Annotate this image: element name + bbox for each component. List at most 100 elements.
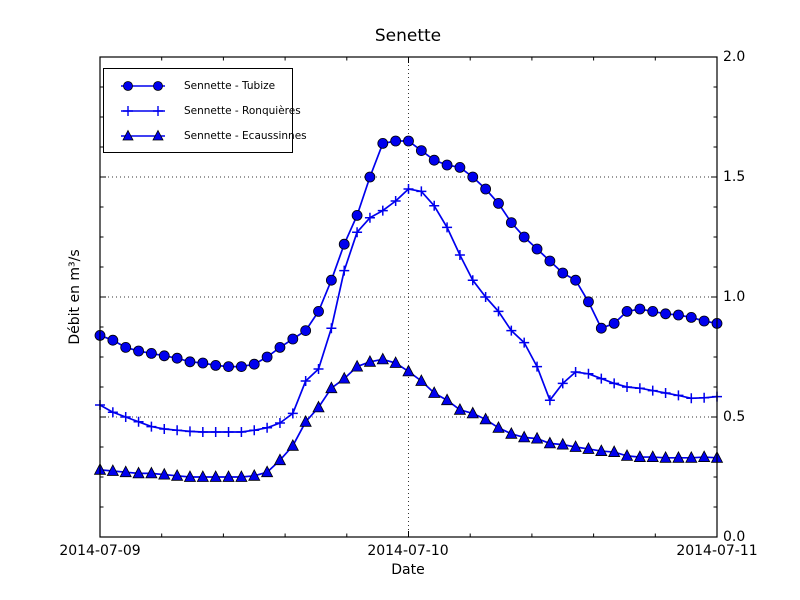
- data-marker-plus: [442, 222, 453, 233]
- data-marker-triangle: [350, 359, 364, 372]
- data-marker-triangle: [376, 352, 389, 365]
- data-marker-plus: [274, 418, 285, 428]
- data-marker-circle: [210, 359, 222, 371]
- data-marker-circle: [531, 243, 543, 255]
- data-marker-circle: [570, 274, 582, 286]
- data-marker-plus: [532, 361, 543, 372]
- legend-item-ecaussinnes: Sennette - Ecaussinnes: [110, 129, 307, 143]
- data-marker-triangle: [672, 450, 685, 463]
- data-marker-circle: [313, 305, 324, 317]
- data-marker-triangle: [209, 470, 222, 482]
- data-marker-triangle: [518, 430, 531, 443]
- data-marker-circle: [107, 334, 119, 346]
- data-marker-triangle: [505, 426, 518, 439]
- data-marker-circle: [403, 135, 414, 147]
- data-marker-circle: [583, 296, 594, 308]
- data-marker-circle: [287, 333, 299, 345]
- data-marker-plus: [544, 395, 555, 406]
- data-marker-circle: [325, 274, 337, 286]
- data-marker-circle: [685, 311, 697, 323]
- data-marker-circle: [441, 159, 453, 171]
- data-marker-circle: [158, 350, 170, 362]
- data-marker-triangle: [338, 371, 351, 384]
- data-marker-triangle: [222, 470, 235, 482]
- data-marker-plus: [159, 424, 170, 434]
- data-marker-plus: [609, 378, 620, 389]
- data-marker-triangle: [325, 381, 338, 394]
- data-marker-triangle: [633, 450, 647, 462]
- data-marker-triangle: [299, 414, 312, 427]
- data-marker-triangle: [595, 444, 608, 456]
- data-marker-triangle: [556, 437, 569, 450]
- data-marker-triangle: [132, 466, 145, 479]
- data-marker-triangle: [286, 438, 299, 451]
- data-marker-triangle: [260, 465, 274, 478]
- data-marker-circle: [608, 317, 620, 329]
- data-marker-circle: [698, 315, 710, 327]
- data-marker-plus: [339, 265, 350, 276]
- data-marker-plus: [673, 390, 684, 401]
- legend: Sennette - Tubize Sennette - Ronquières …: [103, 68, 307, 153]
- data-marker-plus: [146, 421, 157, 432]
- data-marker-circle: [454, 161, 466, 173]
- data-marker-circle: [274, 341, 286, 353]
- data-marker-plus: [596, 373, 607, 384]
- data-marker-circle: [634, 303, 646, 315]
- data-marker-circle: [171, 352, 183, 364]
- data-marker-plus: [236, 427, 247, 437]
- data-marker-plus: [133, 416, 144, 427]
- data-marker-triangle: [273, 453, 287, 466]
- data-marker-plus: [184, 426, 195, 437]
- data-marker-circle: [351, 209, 363, 221]
- data-marker-plus: [429, 200, 440, 211]
- data-marker-triangle: [235, 470, 248, 482]
- data-marker-triangle: [312, 400, 325, 413]
- data-marker-circle: [518, 231, 530, 243]
- data-marker-triangle: [466, 406, 479, 419]
- data-marker-plus: [352, 227, 363, 238]
- data-marker-plus: [249, 425, 260, 436]
- data-marker-plus: [416, 186, 427, 197]
- data-marker-circle: [364, 171, 376, 183]
- data-marker-circle: [595, 322, 607, 334]
- data-marker-plus: [480, 292, 491, 302]
- data-marker-triangle: [402, 364, 415, 377]
- data-marker-plus: [287, 408, 298, 419]
- data-marker-triangle: [697, 450, 711, 462]
- data-marker-circle: [300, 325, 312, 337]
- data-marker-plus: [570, 367, 581, 377]
- data-marker-circle: [415, 145, 427, 157]
- y-tick-label-0: 0.0: [723, 529, 746, 545]
- plus-marker-icon: [121, 105, 165, 116]
- data-marker-circle: [428, 154, 440, 166]
- data-marker-plus: [493, 306, 504, 317]
- data-marker-triangle: [183, 470, 197, 482]
- data-marker-triangle: [582, 442, 595, 454]
- data-marker-circle: [248, 358, 260, 370]
- data-marker-plus: [454, 250, 465, 260]
- data-marker-triangle: [428, 386, 441, 398]
- data-marker-plus: [377, 205, 388, 216]
- data-marker-circle: [377, 137, 389, 149]
- data-marker-triangle: [608, 445, 621, 457]
- data-marker-triangle: [106, 464, 120, 476]
- data-marker-plus: [197, 427, 208, 437]
- data-marker-triangle: [685, 450, 698, 463]
- x-axis-label: Date: [391, 562, 425, 578]
- data-marker-triangle: [170, 468, 184, 481]
- data-marker-triangle: [543, 436, 557, 449]
- data-marker-circle: [133, 345, 144, 357]
- circle-marker-icon: [121, 80, 165, 91]
- data-marker-plus: [557, 378, 568, 389]
- data-marker-plus: [686, 393, 697, 404]
- data-marker-circle: [338, 238, 350, 250]
- data-marker-plus: [107, 407, 118, 418]
- data-marker-triangle: [158, 467, 171, 480]
- data-marker-triangle: [119, 465, 132, 478]
- data-marker-plus: [699, 392, 710, 403]
- data-marker-circle: [480, 183, 492, 195]
- data-marker-triangle: [363, 354, 377, 367]
- data-marker-circle: [660, 308, 671, 320]
